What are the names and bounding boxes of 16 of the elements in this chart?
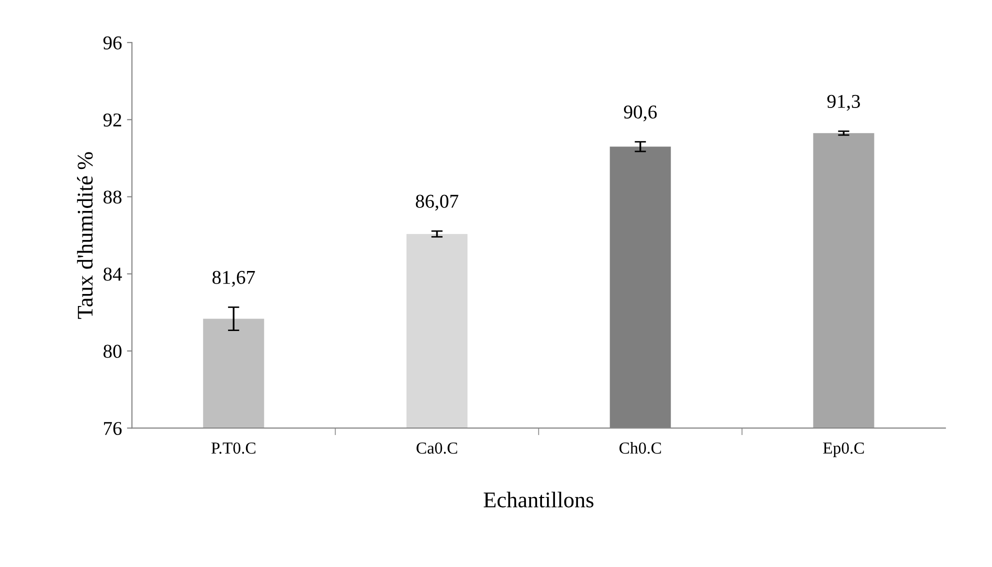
y-tick-label: 88: [104, 190, 122, 204]
data-label: 91,3: [827, 94, 860, 111]
y-axis-title: Taux d'humidité %: [77, 152, 93, 319]
data-label: 90,6: [624, 105, 657, 122]
x-axis-title: Echantillons: [484, 492, 594, 508]
x-tick-label: P.T0.C: [211, 442, 256, 454]
y-tick-label: 76: [104, 422, 122, 436]
y-tick-label: 92: [103, 114, 122, 127]
y-tick-label: 80: [104, 344, 122, 358]
data-label: 81,67: [212, 270, 255, 287]
data-label: 86,07: [416, 194, 458, 211]
x-tick-label: Ca0.C: [416, 442, 458, 454]
y-tick-label: 84: [104, 268, 122, 281]
y-tick-label: 96: [103, 36, 122, 50]
x-tick-label: Ep0.C: [823, 442, 864, 458]
x-tick-label: Ch0.C: [619, 442, 661, 454]
